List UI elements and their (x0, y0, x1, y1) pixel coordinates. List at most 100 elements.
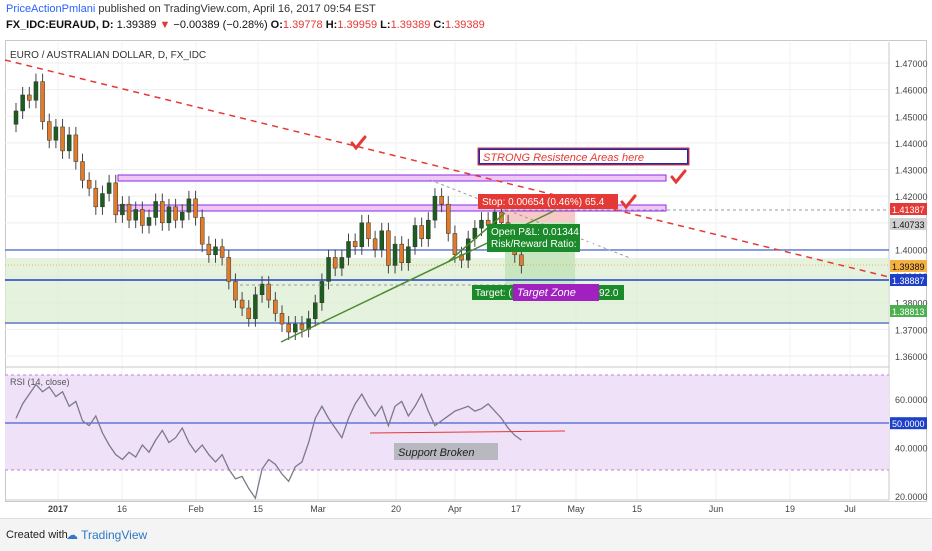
candle-body (392, 243, 398, 266)
candle-body (253, 294, 258, 319)
candle-body (346, 241, 351, 258)
y-tick-label: 1.44000 (895, 139, 928, 149)
low-value: 1.39389 (390, 19, 431, 31)
x-tick-label: 15 (253, 504, 263, 514)
candle-body (93, 187, 99, 208)
time-axis: 2017 16 Feb 15 Mar 20 Apr 17 May 15 Jun 19 Jul (48, 504, 856, 514)
candle-body (199, 217, 205, 245)
price-tag-box (890, 274, 927, 286)
candle-body (246, 307, 251, 319)
candle-body (160, 201, 165, 224)
resistance-note: STRONG Resistence Areas here (483, 152, 644, 164)
rsi-tag-box (890, 417, 927, 430)
rsi-tag-label: 50.0000 (892, 419, 925, 429)
candle-body (479, 219, 484, 229)
x-tick-label: 17 (511, 504, 521, 514)
candle-body (279, 313, 285, 325)
candle-body (426, 219, 431, 240)
candle-body (153, 201, 158, 218)
candle-body (326, 257, 331, 282)
risk-reward-label: Risk/Reward Ratio: 2.94 (491, 239, 599, 250)
candle-body (186, 198, 192, 213)
candle-body (33, 81, 39, 101)
target-zone-label: Target Zone (517, 287, 576, 299)
candle-body (180, 211, 185, 221)
x-tick-label: 15 (632, 504, 642, 514)
resistance-zone-top (117, 174, 667, 182)
stop-label: Stop: 0.00654 (0.46%) 65.4 (482, 197, 605, 208)
candle-body (332, 257, 338, 269)
annotations: EURO / AUSTRALIAN DOLLAR, D, FX_IDC STRON… (10, 50, 690, 460)
candle-body (412, 225, 418, 248)
candle-body (146, 217, 152, 226)
down-arrow-icon: ▼ (159, 19, 171, 31)
candle-body (233, 281, 238, 301)
high-label: H: (325, 19, 338, 31)
price-tag-box (890, 218, 927, 230)
x-tick-label: 16 (117, 504, 127, 514)
candle-body (166, 206, 172, 224)
tradingview-logo[interactable]: ☁ TradingView (66, 528, 148, 542)
target-zone-box (513, 284, 599, 301)
open-pnl-label: Open P&L: 0.01344 (491, 227, 579, 238)
candle-body (219, 246, 225, 258)
candle-body (60, 126, 65, 152)
target-label-prefix: Target: ( (475, 288, 512, 299)
candle-body (120, 203, 125, 216)
candle-body (47, 121, 52, 141)
candle-body (173, 206, 178, 221)
last-price: 1.39389 (116, 19, 157, 31)
uptrend-line-steep (447, 212, 506, 263)
candle-body (259, 283, 265, 295)
target-zone-area (5, 258, 889, 324)
candle-body (386, 230, 391, 266)
y-tick-label: 1.46000 (895, 86, 928, 96)
candle-body (100, 193, 105, 208)
candle-body (399, 243, 404, 264)
footer: Created with ☁ TradingView (0, 518, 932, 551)
price-tag-label: 1.39389 (892, 262, 925, 272)
candle-body (359, 222, 365, 248)
close-value: 1.39389 (445, 19, 485, 31)
candle-body (319, 281, 325, 303)
candle-body (273, 299, 278, 314)
price-tags: 1.41387 1.40733 1.39389 1.38887 1.38813 (890, 203, 927, 317)
author-link[interactable]: PriceActionPmlani (6, 3, 96, 15)
open-label: O: (270, 19, 283, 31)
candle-body (406, 246, 411, 264)
checkmark-icon (350, 135, 367, 151)
downtrend-line (4, 59, 890, 278)
ohlc-bar: FX_IDC:EURAUD, D: 1.39389 ▼ −0.00389 (−0… (6, 19, 485, 31)
candle-body (206, 243, 212, 256)
candle-body (140, 209, 145, 226)
x-tick-label: Apr (448, 504, 462, 514)
candle-body (465, 238, 471, 261)
candle-body (432, 195, 438, 221)
price-tag-box (890, 305, 927, 317)
target-label-suffix: 92.0 (599, 288, 619, 299)
x-tick-label: 2017 (48, 504, 68, 514)
symbol-label: FX_IDC:EURAUD, D (6, 19, 110, 31)
checkmark-icon (620, 194, 637, 210)
candle-body (366, 222, 371, 240)
candle-body (20, 94, 25, 112)
y-tick-label: 1.38000 (895, 299, 928, 309)
candle-body (80, 161, 85, 181)
rsi-tick-label: 40.0000 (895, 443, 928, 453)
open-value: 1.39778 (282, 19, 323, 31)
candle-body (339, 257, 345, 269)
y-tick-label: 1.36000 (895, 352, 928, 362)
candle-body (53, 126, 59, 141)
candle-body (266, 283, 271, 301)
rsi-line (15, 383, 522, 500)
pnl-label-box (487, 224, 580, 252)
rsi-pane: RSI (14, close) 60.0000 40.0000 20.0000 50.0… (5, 374, 928, 502)
rsi-tick-label: 20.0000 (895, 492, 928, 502)
price-tag-label: 1.38813 (892, 307, 925, 317)
chart-title: EURO / AUSTRALIAN DOLLAR, D, FX_IDC (10, 50, 206, 61)
checkmark-icon (670, 169, 687, 185)
x-tick-label: 20 (391, 504, 401, 514)
horizontal-levels (5, 174, 889, 324)
candle-body (193, 198, 198, 218)
